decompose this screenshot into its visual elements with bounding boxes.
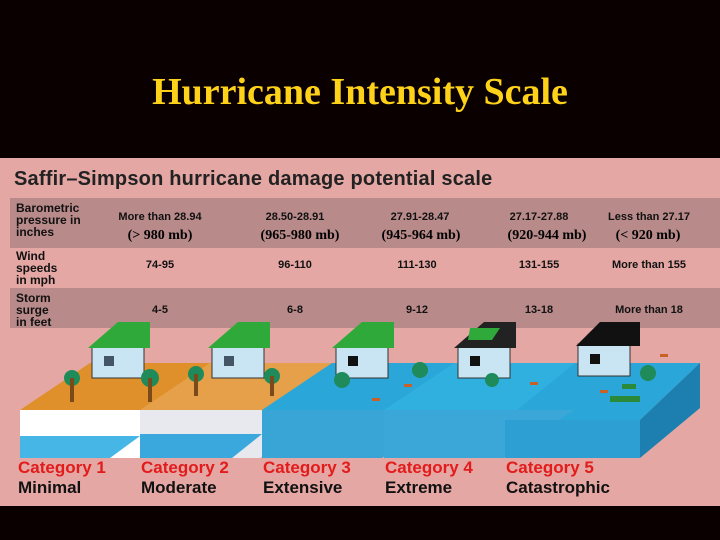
- hurricane-damage-illustration: [20, 322, 700, 458]
- surge-value-cat2: 6-8: [287, 304, 303, 316]
- category-1-label: Category 1: [18, 458, 106, 477]
- surge-row-label: Storm surge in feet: [16, 292, 51, 328]
- category-2-description: Moderate: [141, 478, 217, 497]
- pressure-label-line: inches: [16, 225, 55, 239]
- wind-value-cat3: 111-130: [397, 259, 437, 271]
- surge-label-line: in feet: [16, 315, 52, 329]
- surge-label-line: surge: [16, 303, 49, 317]
- water-front-cat2: [140, 434, 262, 458]
- surge-value-cat3: 9-12: [405, 304, 429, 316]
- category-5-label: Category 5: [506, 458, 594, 477]
- surge-band: [10, 288, 720, 328]
- pressure-band: [10, 198, 720, 248]
- wind-label-line: in mph: [16, 273, 56, 287]
- debris: [372, 354, 668, 401]
- house-cat2: [208, 322, 270, 379]
- house-cat5: [576, 322, 640, 377]
- category-4-label: Category 4: [385, 458, 473, 477]
- pressure-mb-cat2: (965-980 mb): [260, 228, 340, 243]
- surge-value-cat1: 4-5: [152, 304, 168, 316]
- category-4-description: Extreme: [385, 478, 453, 497]
- pressure-value-cat5: Less than 27.17: [608, 211, 690, 223]
- category-1-description: Minimal: [18, 478, 82, 497]
- pressure-value-cat3: 27.91-28.47: [390, 211, 450, 223]
- house-cat3: [332, 322, 394, 379]
- surge-value-cat5: More than 18: [615, 304, 683, 316]
- wind-label-line: speeds: [16, 261, 58, 275]
- surge-label-line: Storm: [16, 291, 51, 305]
- wind-value-cat2: 96-110: [278, 259, 312, 271]
- water-side-cat5: [640, 363, 700, 458]
- category-2-label: Category 2: [141, 458, 229, 477]
- palm-tree: [64, 362, 656, 402]
- pressure-mb-cat3: (945-964 mb): [381, 228, 461, 243]
- category-3-label: Category 3: [263, 458, 351, 477]
- wind-value-cat5: More than 155: [612, 259, 686, 271]
- category-5-description: Catastrophic: [506, 478, 610, 497]
- pressure-label-line: Barometric: [16, 201, 80, 215]
- scale-subtitle: Saffir–Simpson hurricane damage potentia…: [14, 168, 493, 190]
- surge-value-cat4: 13-18: [524, 304, 554, 316]
- pressure-label-line: pressure in: [16, 213, 81, 227]
- pressure-row-label: Barometric pressure in inches: [16, 202, 81, 238]
- pressure-value-cat4: 27.17-27.88: [509, 211, 569, 223]
- vegetation-patches: [610, 384, 640, 402]
- category-3-description: Extensive: [263, 478, 343, 497]
- house-cat4: [454, 322, 516, 379]
- wind-value-cat1: 74-95: [145, 259, 175, 271]
- wind-label-line: Wind: [16, 249, 46, 263]
- water-front-cat1: [20, 436, 140, 458]
- wind-value-cat4: 131-155: [518, 259, 560, 271]
- pressure-mb-cat4: (920-944 mb): [507, 228, 587, 243]
- page-title: Hurricane Intensity Scale: [152, 71, 568, 113]
- pressure-mb-cat1: (> 980 mb): [127, 228, 193, 243]
- water-front-cat5: [505, 420, 640, 458]
- wind-row-label: Wind speeds in mph: [16, 250, 57, 286]
- pressure-value-cat2: 28.50-28.91: [265, 211, 325, 223]
- pressure-mb-cat5: (< 920 mb): [615, 228, 681, 243]
- house-cat1: [88, 322, 150, 379]
- pressure-value-cat1: More than 28.94: [118, 211, 202, 223]
